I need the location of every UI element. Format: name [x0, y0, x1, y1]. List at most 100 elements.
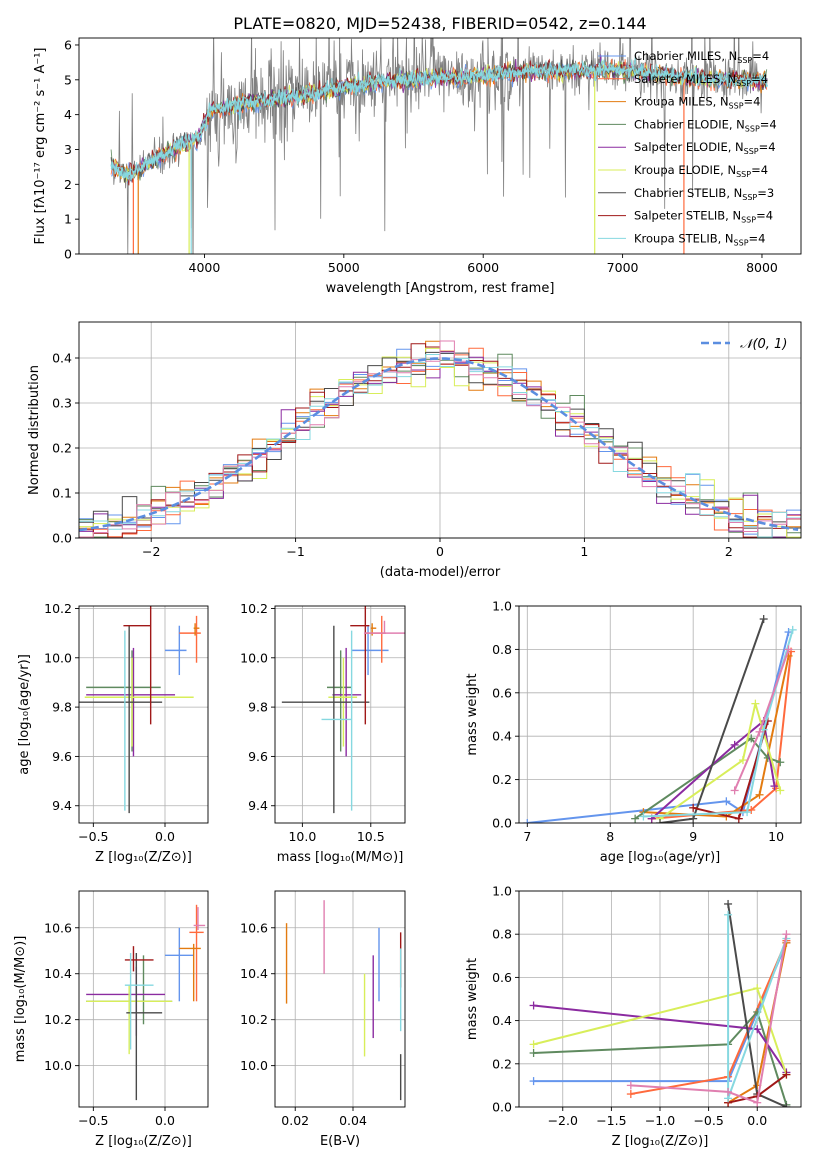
x-axis-label: wavelength [Angstrom, rest frame] [326, 281, 555, 296]
y-tick-label: 0.8 [492, 642, 512, 657]
y-tick-label: 9.8 [52, 700, 72, 715]
legend-label: Kroupa ELODIE, NSSP=4 [634, 163, 768, 179]
y-tick-label: 0.1 [52, 486, 72, 501]
y-tick-label: 10.6 [240, 920, 268, 935]
x-tick-label: −2 [142, 544, 160, 559]
x-tick-label: 0.0 [155, 1113, 175, 1128]
axes-frame [78, 37, 802, 255]
y-axis-label: mass weight [465, 673, 480, 755]
y-tick-label: 1.0 [492, 599, 512, 614]
y-tick-label: 0.0 [492, 1100, 512, 1115]
massweight_vs_Z-plot-area [529, 899, 791, 1107]
age_vs_Z-panel: −0.5 0.0 9.4 9.6 9.8 10.0 10.2 Z [log₁₀(Z/Z⊙)] a… [17, 601, 209, 865]
x-tick-label: −1.5 [596, 1113, 626, 1128]
y-axis-label: Normed distribution [27, 365, 42, 495]
x-axis-label: Z [log₁₀(Z/Z⊙)] [95, 850, 192, 865]
spectrum-panel: 4000 5000 6000 7000 8000 0 1 2 3 4 5 6 wavelength [A… [33, 37, 802, 296]
x-tick-label: 6000 [467, 260, 499, 275]
histogram-kroupa_elodie [79, 347, 801, 538]
residual_hist-plot-area [79, 340, 801, 538]
x-tick-label: −1.0 [645, 1113, 675, 1128]
legend-label: Salpeter STELIB, NSSP=4 [634, 209, 773, 225]
model-spectrum-kroupa_stelib [110, 57, 768, 182]
y-tick-label: 10.0 [240, 1058, 268, 1073]
y-tick-label: 10.2 [240, 1012, 268, 1027]
mass_vs_ebv-plot-area [285, 900, 402, 1101]
legend-label: Kroupa MILES, NSSP=4 [634, 95, 760, 111]
x-tick-label: 10.0 [288, 829, 316, 844]
y-tick-label: 0 [64, 247, 72, 262]
y-tick-label: 0.4 [492, 729, 512, 744]
y-tick-label: 0.6 [492, 685, 512, 700]
y-tick-label: 10.0 [44, 650, 72, 665]
y-tick-label: 0.0 [492, 816, 512, 831]
weight-line-pink [630, 934, 788, 1105]
y-tick-label: 9.4 [52, 798, 72, 813]
x-tick-label: 10 [768, 829, 784, 844]
y-tick-label: 0.8 [492, 927, 512, 942]
y-tick-label: 6 [64, 37, 72, 52]
legend-label: Salpeter MILES, NSSP=4 [634, 72, 768, 88]
weight-line-kroupa_stelib [643, 629, 794, 818]
y-tick-label: 1 [64, 212, 72, 227]
x-tick-label: 1 [580, 544, 588, 559]
legend-label: Salpeter ELODIE, NSSP=4 [634, 140, 776, 156]
y-tick-label: 0.6 [492, 970, 512, 985]
y-tick-label: 0.3 [52, 396, 72, 411]
x-tick-label: 8 [606, 829, 614, 844]
x-axis-label: E(B-V) [320, 1134, 360, 1149]
legend-label: Kroupa STELIB, NSSP=4 [634, 231, 765, 247]
x-tick-label: 10.5 [357, 829, 385, 844]
mass_vs_Z-panel: −0.5 0.0 10.0 10.2 10.4 10.6 Z [log₁₀(Z/Z⊙)] ma… [13, 890, 209, 1149]
x-tick-label: −0.5 [693, 1113, 723, 1128]
x-tick-label: 5000 [328, 260, 360, 275]
x-tick-label: −0.5 [78, 829, 108, 844]
axes-frame [518, 890, 802, 1108]
y-tick-label: 10.4 [240, 966, 268, 981]
y-tick-label: 10.2 [44, 601, 72, 616]
x-tick-label: −2.0 [548, 1113, 578, 1128]
axes-frame [274, 605, 406, 824]
y-axis-label: Flux [fλ10⁻¹⁷ erg cm⁻² s⁻¹ A⁻¹] [33, 48, 48, 245]
x-tick-label: 0.0 [747, 1113, 767, 1128]
y-tick-label: 0.2 [492, 1056, 512, 1071]
y-tick-label: 3 [64, 142, 72, 157]
x-axis-label: Z [log₁₀(Z/Z⊙)] [95, 1134, 192, 1149]
weight-line-pink [733, 649, 790, 791]
x-tick-label: 7 [523, 829, 531, 844]
residual_hist-panel: −2 −1 0 1 2 0.0 0.1 0.2 0.3 0.4 (data-model)/error… [27, 321, 802, 580]
axes-frame [78, 321, 802, 539]
x-axis-label: mass [log₁₀(M/M⊙)] [277, 850, 404, 865]
model-spectrum-top [110, 60, 769, 181]
x-tick-label: 0.04 [339, 1113, 367, 1128]
axes-frame [274, 890, 406, 1108]
y-tick-label: 4 [64, 107, 72, 122]
spectrum-legend: Chabrier MILES, NSSP=4 Salpeter MILES, NS… [598, 49, 777, 247]
axes-frame [78, 605, 209, 824]
y-tick-label: 9.6 [52, 749, 72, 764]
x-axis-label: age [log₁₀(age/yr)] [600, 850, 721, 865]
legend-label: Chabrier ELODIE, NSSP=4 [634, 117, 777, 133]
y-axis-label: age [log₁₀(age/yr)] [17, 654, 32, 775]
legend-label: 𝒩(0, 1) [740, 337, 787, 352]
y-tick-label: 1.0 [492, 884, 512, 899]
spectrum-plot-area [110, 38, 769, 254]
figure-title: PLATE=0820, MJD=52438, FIBERID=0542, z=0… [233, 14, 646, 33]
y-axis-label: mass weight [465, 958, 480, 1040]
y-tick-label: 0.4 [52, 351, 72, 366]
x-axis-label: Z [log₁₀(Z/Z⊙)] [612, 1134, 709, 1149]
x-tick-label: 0.02 [281, 1113, 309, 1128]
histogram-pink [79, 340, 801, 538]
axes-frame [518, 605, 802, 824]
x-tick-label: 9 [689, 829, 697, 844]
normal-curve [79, 357, 799, 532]
y-tick-label: 9.8 [248, 700, 268, 715]
legend-label: Chabrier MILES, NSSP=4 [634, 49, 769, 65]
axes-frame [78, 890, 209, 1108]
y-tick-label: 10.0 [240, 650, 268, 665]
y-tick-label: 10.6 [44, 920, 72, 935]
x-tick-label: 8000 [746, 260, 778, 275]
y-tick-label: 0.2 [492, 772, 512, 787]
y-tick-label: 9.6 [248, 749, 268, 764]
